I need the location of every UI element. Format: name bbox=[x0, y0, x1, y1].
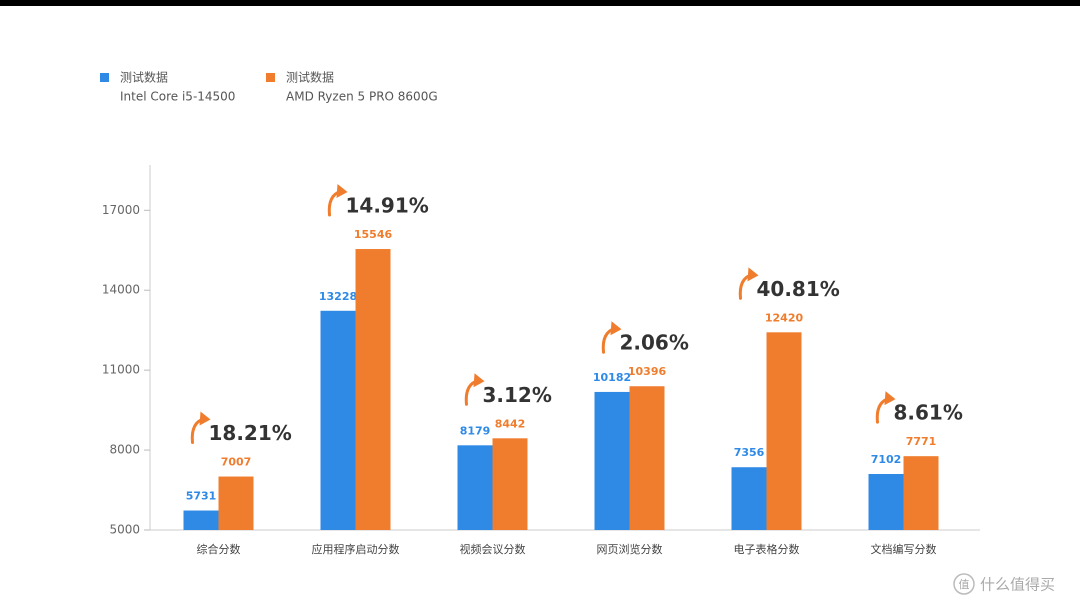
y-tick-label: 14000 bbox=[102, 283, 140, 297]
value-label: 7007 bbox=[221, 456, 252, 469]
bar bbox=[457, 445, 493, 530]
value-label: 13228 bbox=[319, 290, 357, 303]
x-tick-label: 综合分数 bbox=[197, 542, 241, 556]
growth-arrow-head bbox=[336, 184, 348, 199]
legend-heading: 测试数据 bbox=[286, 70, 334, 85]
growth-arrow-head bbox=[473, 373, 485, 388]
legend-swatch bbox=[100, 73, 109, 82]
bar bbox=[629, 386, 665, 530]
growth-label: 14.91% bbox=[346, 194, 429, 218]
value-label: 12420 bbox=[765, 311, 804, 324]
bar bbox=[355, 249, 391, 531]
x-tick-label: 应用程序启动分数 bbox=[312, 542, 400, 556]
growth-arrow-head bbox=[747, 267, 759, 282]
x-tick-label: 视频会议分数 bbox=[460, 542, 526, 556]
growth-label: 2.06% bbox=[620, 331, 689, 355]
value-label: 7356 bbox=[734, 446, 765, 459]
bar bbox=[320, 310, 356, 530]
value-label: 10396 bbox=[628, 365, 667, 378]
value-label: 15546 bbox=[354, 228, 393, 241]
x-tick-label: 电子表格分数 bbox=[734, 542, 800, 556]
top-band bbox=[0, 0, 1080, 6]
value-label: 5731 bbox=[186, 490, 217, 503]
growth-arrow-head bbox=[610, 321, 622, 336]
legend-label: Intel Core i5-14500 bbox=[120, 90, 235, 104]
watermark-text: 什么值得买 bbox=[980, 576, 1055, 594]
value-label: 8442 bbox=[495, 417, 526, 430]
growth-label: 40.81% bbox=[757, 277, 840, 301]
bar bbox=[218, 476, 254, 530]
value-label: 7771 bbox=[906, 435, 937, 448]
bar bbox=[868, 473, 904, 530]
bar bbox=[492, 438, 528, 530]
y-tick-label: 5000 bbox=[109, 523, 140, 537]
growth-arrow-head bbox=[199, 411, 211, 426]
value-label: 10182 bbox=[593, 371, 631, 384]
bar bbox=[731, 467, 767, 530]
bar bbox=[183, 510, 219, 530]
growth-label: 3.12% bbox=[483, 383, 552, 407]
y-tick-label: 17000 bbox=[102, 203, 140, 217]
growth-arrow-head bbox=[884, 391, 896, 406]
watermark-icon-text: 值 bbox=[959, 578, 970, 591]
bar bbox=[903, 456, 939, 530]
legend-swatch bbox=[266, 73, 275, 82]
value-label: 7102 bbox=[871, 453, 902, 466]
growth-label: 18.21% bbox=[209, 421, 292, 445]
y-tick-label: 11000 bbox=[102, 363, 140, 377]
x-tick-label: 网页浏览分数 bbox=[597, 542, 663, 556]
watermark-icon bbox=[953, 573, 975, 595]
y-tick-label: 8000 bbox=[109, 443, 140, 457]
x-tick-label: 文档编写分数 bbox=[871, 542, 937, 556]
bar bbox=[766, 332, 802, 530]
legend-heading: 测试数据 bbox=[120, 70, 168, 85]
value-label: 8179 bbox=[460, 424, 491, 437]
growth-label: 8.61% bbox=[894, 401, 963, 425]
legend-label: AMD Ryzen 5 PRO 8600G bbox=[286, 90, 438, 104]
bar bbox=[594, 391, 630, 530]
